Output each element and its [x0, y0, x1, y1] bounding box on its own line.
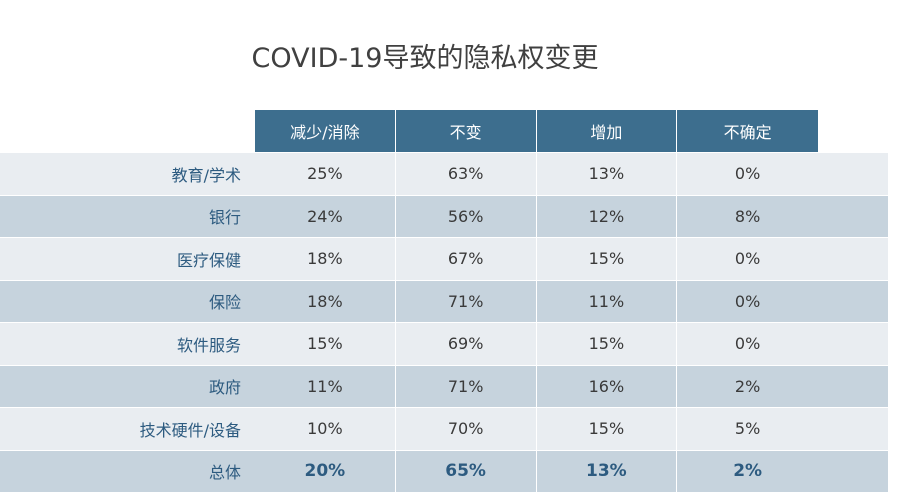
- table-cell: 24%: [255, 195, 396, 237]
- table-cell: 70%: [396, 408, 537, 450]
- row-label: 技术硬件/设备: [0, 408, 255, 450]
- table-cell: 15%: [537, 408, 678, 450]
- table-row: 银行 24% 56% 12% 8%: [0, 194, 888, 237]
- table-row: 政府 11% 71% 16% 2%: [0, 364, 888, 407]
- data-table: 减少/消除 不变 增加 不确定 教育/学术 25% 63% 13% 0% 银行 …: [0, 110, 888, 492]
- table-cell: 11%: [537, 280, 678, 322]
- column-header: 不确定: [677, 110, 818, 152]
- table-cell: 0%: [734, 249, 761, 269]
- total-cell: 2%: [733, 461, 763, 482]
- table-cell: 15%: [255, 323, 396, 365]
- table-cell: 71%: [396, 365, 537, 407]
- total-cell: 65%: [396, 450, 537, 492]
- row-label: 政府: [0, 365, 255, 407]
- table-cell: 5%: [734, 419, 761, 439]
- header-corner: [0, 110, 255, 152]
- table-cell: 15%: [537, 323, 678, 365]
- table-cell: 18%: [255, 280, 396, 322]
- table-row: 保险 18% 71% 11% 0%: [0, 279, 888, 322]
- table-header-row: 减少/消除 不变 增加 不确定: [0, 110, 888, 152]
- table-row: 软件服务 15% 69% 15% 0%: [0, 322, 888, 365]
- row-label: 医疗保健: [0, 238, 255, 280]
- table-cell: 63%: [396, 153, 537, 195]
- row-label: 教育/学术: [0, 153, 255, 195]
- table-cell: 15%: [537, 238, 678, 280]
- table-row: 医疗保健 18% 67% 15% 0%: [0, 237, 888, 280]
- table-cell: 18%: [255, 238, 396, 280]
- table-row: 技术硬件/设备 10% 70% 15% 5%: [0, 407, 888, 450]
- table-cell: 13%: [537, 153, 678, 195]
- table-cell: 11%: [255, 365, 396, 407]
- table-row: 教育/学术 25% 63% 13% 0%: [0, 152, 888, 195]
- column-header: 减少/消除: [255, 110, 396, 152]
- table-cell: 0%: [734, 164, 761, 184]
- row-label: 软件服务: [0, 323, 255, 365]
- table-cell: 67%: [396, 238, 537, 280]
- table-cell: 2%: [734, 376, 761, 396]
- column-header: 不变: [395, 110, 537, 152]
- table-cell: 12%: [537, 195, 678, 237]
- total-cell: 13%: [537, 450, 678, 492]
- column-header: 增加: [536, 110, 678, 152]
- table-cell: 56%: [396, 195, 537, 237]
- total-cell: 20%: [255, 450, 396, 492]
- total-label: 总体: [208, 463, 241, 483]
- table-cell: 16%: [537, 365, 678, 407]
- table-cell: 25%: [255, 153, 396, 195]
- table-cell: 69%: [396, 323, 537, 365]
- table-total-row: 总体 20% 65% 13% 2%: [0, 449, 888, 492]
- table-cell: 0%: [734, 291, 761, 311]
- table-cell: 71%: [396, 280, 537, 322]
- chart-title: COVID-19导致的隐私权变更: [251, 43, 599, 74]
- row-label: 保险: [0, 280, 255, 322]
- row-label: 银行: [0, 195, 255, 237]
- table-cell: 0%: [734, 334, 761, 354]
- table-cell: 8%: [734, 206, 761, 226]
- table-cell: 10%: [255, 408, 396, 450]
